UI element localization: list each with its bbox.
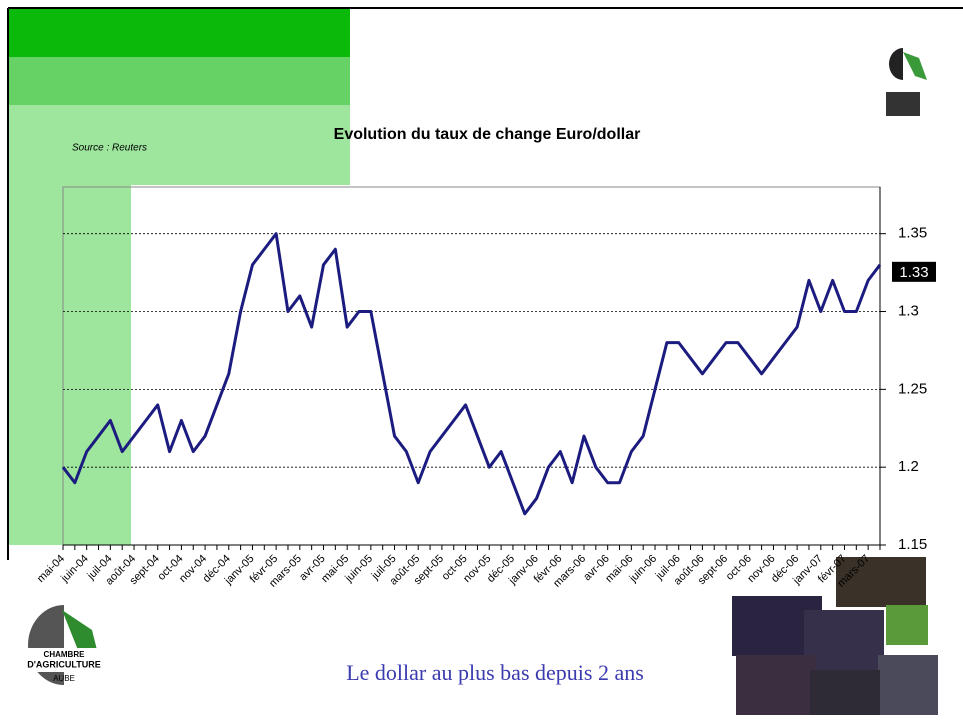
last-value-label: 1.33: [899, 264, 928, 281]
line-series: [61, 232, 882, 516]
logo: [22, 605, 106, 685]
deco-band: [8, 57, 350, 105]
deco-band: [8, 105, 350, 185]
logo-text: D'AGRICULTURE: [27, 659, 100, 669]
y-tick-label: 1.25: [898, 380, 927, 397]
logo-text: AUBE: [53, 674, 75, 683]
y-tick-label: 1.2: [898, 458, 919, 475]
photo-collage: [732, 557, 938, 715]
y-tick-label: 1.3: [898, 302, 919, 319]
y-tick-label: 1.15: [898, 536, 927, 553]
caption: Le dollar au plus bas depuis 2 ans: [346, 660, 644, 685]
chart-title: Evolution du taux de change Euro/dollar: [334, 126, 641, 143]
deco-band: [8, 185, 131, 545]
logo-small: [886, 48, 927, 116]
deco-band: [8, 8, 350, 57]
source: Source : Reuters: [72, 143, 147, 154]
last-value-box: [892, 261, 936, 282]
logo-text: CHAMBRE: [44, 650, 86, 659]
y-tick-label: 1.35: [898, 225, 927, 242]
